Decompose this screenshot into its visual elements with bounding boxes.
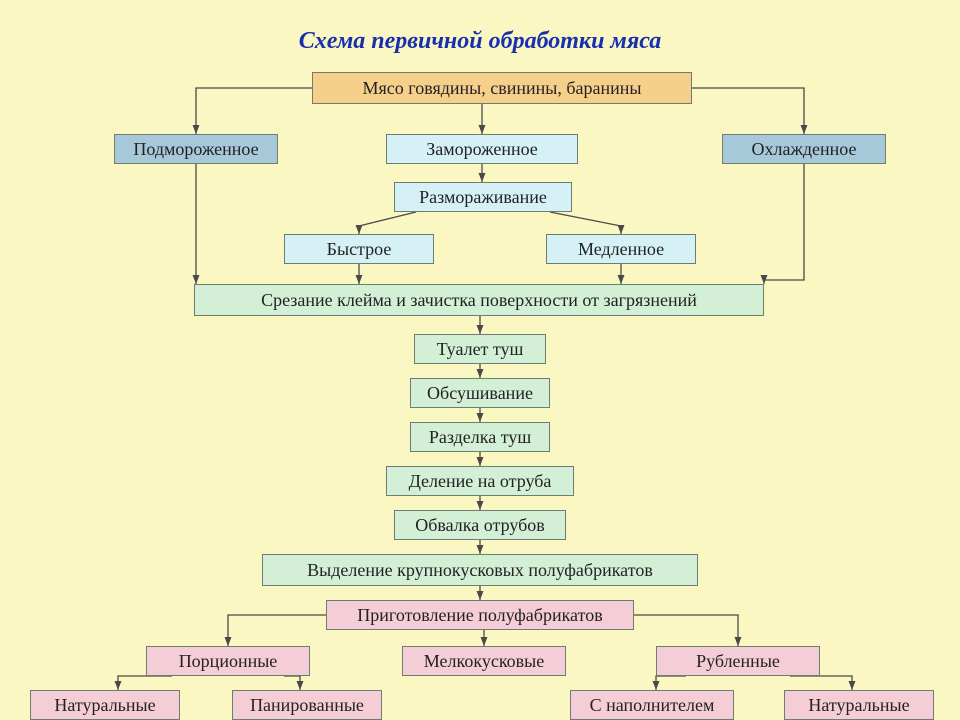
node-cut: Разделка туш	[410, 422, 550, 452]
node-large: Выделение крупнокусковых полуфабрикатов	[262, 554, 698, 586]
node-thaw: Размораживание	[394, 182, 572, 212]
node-chilled: Охлажденное	[722, 134, 886, 164]
node-stuffed: С наполнителем	[570, 690, 734, 720]
node-root: Мясо говядины, свинины, баранины	[312, 72, 692, 104]
node-frozen_s: Подмороженное	[114, 134, 278, 164]
node-nat1: Натуральные	[30, 690, 180, 720]
node-bread: Панированные	[232, 690, 382, 720]
node-portion: Порционные	[146, 646, 310, 676]
node-fast: Быстрое	[284, 234, 434, 264]
node-trim: Срезание клейма и зачистка поверхности о…	[194, 284, 764, 316]
node-divide: Деление на отруба	[386, 466, 574, 496]
node-frozen: Замороженное	[386, 134, 578, 164]
diagram-title: Схема первичной обработки мяса	[0, 28, 960, 55]
node-nat2: Натуральные	[784, 690, 934, 720]
node-debone: Обвалка отрубов	[394, 510, 566, 540]
node-minced: Рубленные	[656, 646, 820, 676]
node-dry: Обсушивание	[410, 378, 550, 408]
node-small: Мелкокусковые	[402, 646, 566, 676]
diagram-canvas: Схема первичной обработки мяса Мясо говя…	[0, 0, 960, 720]
node-prep: Приготовление полуфабрикатов	[326, 600, 634, 630]
node-slow: Медленное	[546, 234, 696, 264]
node-toilet: Туалет туш	[414, 334, 546, 364]
